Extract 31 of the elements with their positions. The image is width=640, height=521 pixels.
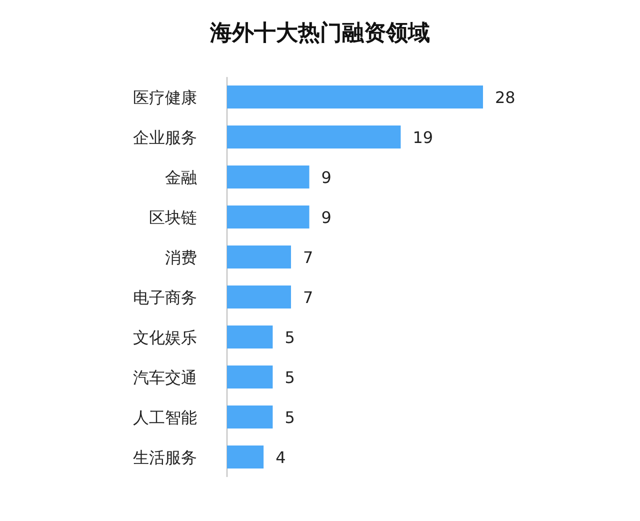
y-tick-label: 电子商务 bbox=[133, 288, 197, 307]
bar bbox=[227, 326, 273, 348]
bar bbox=[227, 446, 264, 468]
data-label: 4 bbox=[276, 448, 286, 467]
bar bbox=[227, 86, 483, 108]
y-tick-label: 文化娱乐 bbox=[133, 328, 197, 347]
data-label: 9 bbox=[321, 168, 332, 187]
data-label: 5 bbox=[284, 408, 295, 427]
bar bbox=[227, 246, 291, 268]
bar bbox=[227, 406, 273, 428]
bar bbox=[227, 366, 273, 388]
data-label: 9 bbox=[321, 208, 332, 227]
data-label: 7 bbox=[303, 248, 314, 267]
data-label: 19 bbox=[412, 128, 434, 147]
data-label: 5 bbox=[284, 328, 295, 347]
y-tick-label: 医疗健康 bbox=[133, 88, 197, 107]
y-tick-label: 消费 bbox=[165, 248, 197, 267]
bar bbox=[227, 206, 310, 228]
bar bbox=[227, 126, 401, 148]
y-tick-label: 区块链 bbox=[149, 208, 197, 227]
data-label: 5 bbox=[284, 368, 295, 387]
y-tick-label: 金融 bbox=[165, 168, 197, 187]
y-tick-label: 人工智能 bbox=[133, 408, 197, 427]
y-tick-label: 汽车交通 bbox=[133, 368, 197, 387]
bar bbox=[227, 166, 310, 188]
y-tick-label: 生活服务 bbox=[133, 448, 197, 467]
data-label: 7 bbox=[303, 288, 314, 307]
bar bbox=[227, 286, 291, 308]
y-tick-label: 企业服务 bbox=[133, 128, 197, 147]
data-label: 28 bbox=[495, 88, 516, 107]
chart-title: 海外十大热门融资领域 bbox=[209, 20, 430, 46]
